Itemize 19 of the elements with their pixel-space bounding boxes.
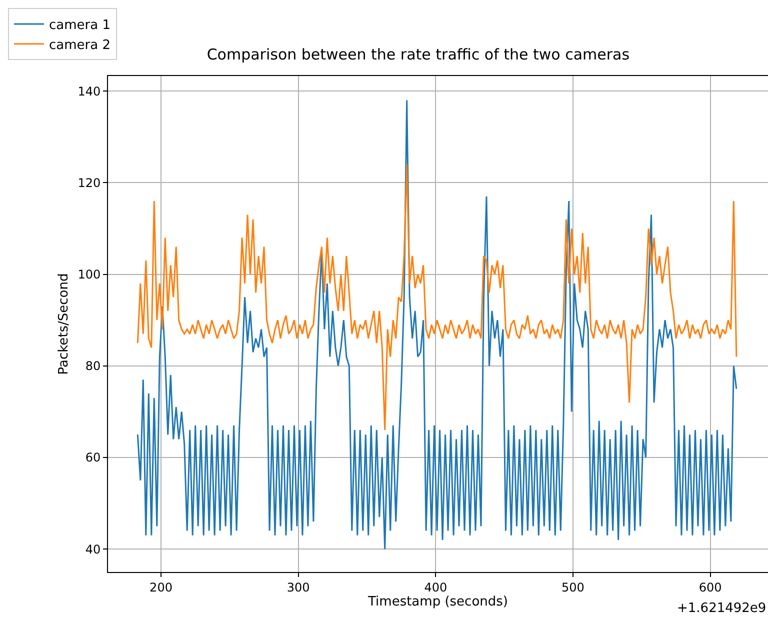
line-series <box>136 164 738 431</box>
legend-label: camera 2 <box>49 38 110 53</box>
y-tick-label: 140 <box>78 84 101 98</box>
x-tick-label: 300 <box>286 580 310 594</box>
y-tick-label: 120 <box>78 176 101 190</box>
x-axis-title: Timestamp (seconds) <box>367 594 508 610</box>
y-axis-title: Packets/Second <box>56 273 72 375</box>
legend-label: camera 1 <box>49 18 110 34</box>
chart-title: Comparison between the rate traffic of the two cameras <box>206 45 630 64</box>
y-tick-label: 80 <box>85 359 101 374</box>
y-tick-label: 40 <box>85 542 101 556</box>
x-tick-label: 400 <box>424 580 448 594</box>
x-tick-label: 500 <box>562 580 584 594</box>
x-tick-label: 200 <box>150 580 172 594</box>
x-tick-label: 600 <box>698 580 722 594</box>
text: +1.621492e9 <box>677 601 766 616</box>
y-tick-label: 100 <box>78 268 101 282</box>
line-series <box>136 100 738 550</box>
y-tick-label: 60 <box>85 450 101 465</box>
